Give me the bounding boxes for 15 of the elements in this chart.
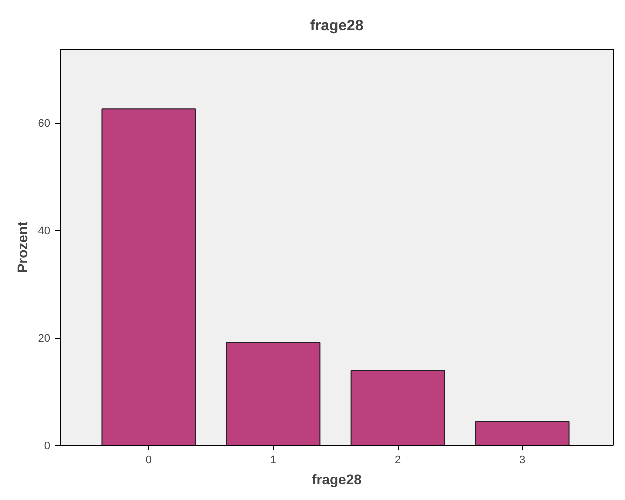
y-axis-title: Prozent (14, 221, 30, 274)
bar (226, 342, 321, 446)
y-tick-label: 20 (38, 333, 51, 346)
x-tick-label: 3 (520, 454, 526, 466)
x-axis-title: frage28 (312, 472, 362, 488)
x-tick-label: 2 (394, 454, 402, 466)
y-tick-label: 40 (38, 226, 51, 238)
y-tick-label: 0 (44, 440, 51, 452)
bar (475, 421, 570, 446)
chart-title: frage28 (310, 18, 364, 34)
bar (350, 370, 446, 446)
y-tick-label: 60 (38, 118, 51, 130)
bar (102, 108, 196, 446)
x-tick-label: 1 (270, 454, 277, 466)
x-tick-label: 0 (146, 454, 152, 466)
